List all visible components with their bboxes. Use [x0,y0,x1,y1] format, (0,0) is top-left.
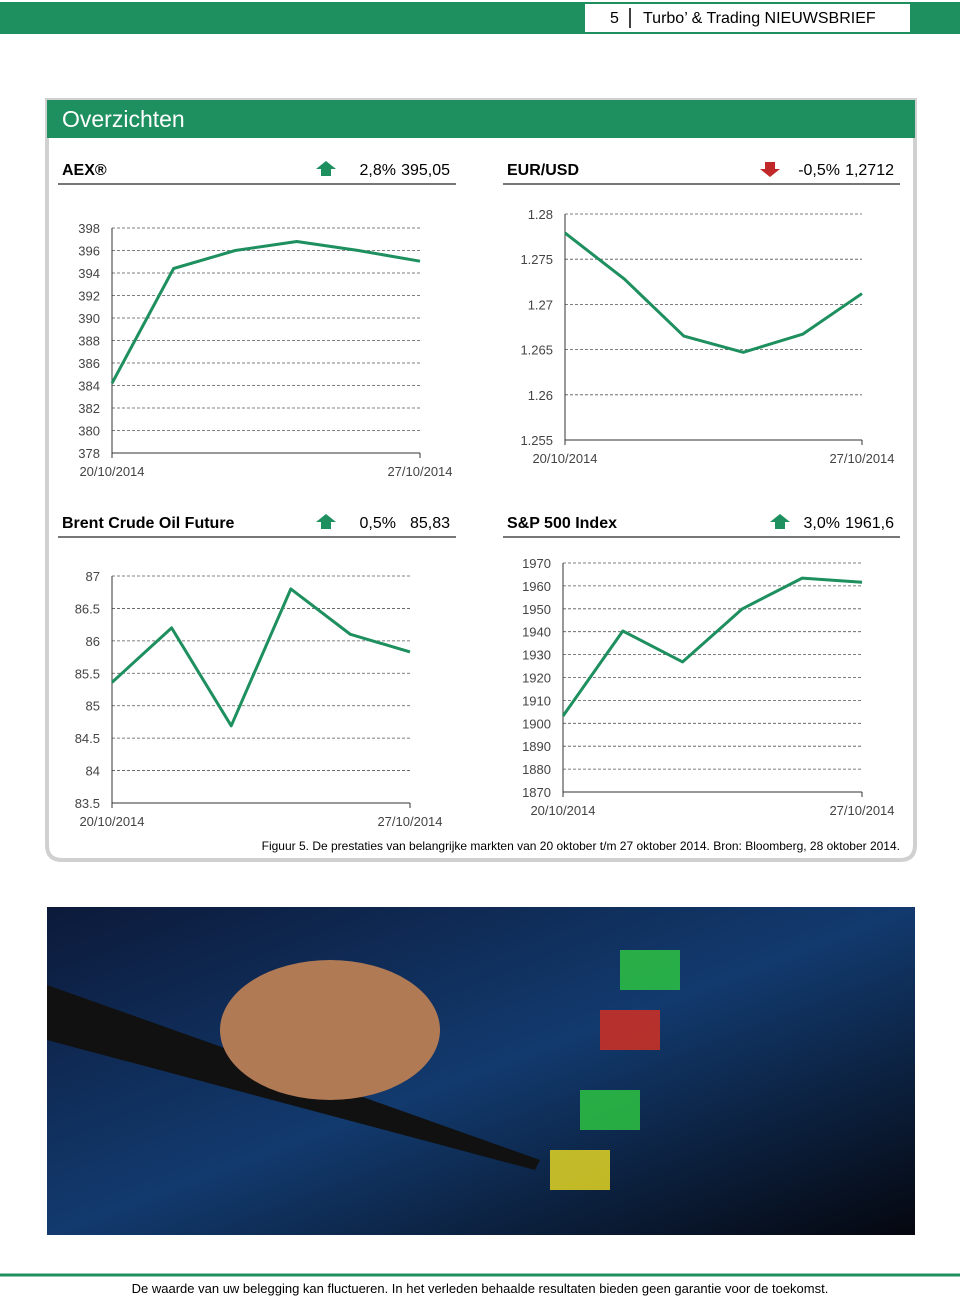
price: 1961,6 [845,515,894,532]
line [110,587,411,728]
change: 3,0% [804,515,840,532]
y-tick-label: 1880 [522,762,551,777]
y-tick-label: 1.265 [520,343,553,358]
panel [45,98,917,862]
y-tick-label: 1870 [522,785,551,800]
photo-figure [620,950,680,990]
chart-title: EUR/USD [507,162,579,179]
chart-title: S&P 500 Index [507,515,617,532]
arrow-up [316,161,336,176]
arrow-down [760,162,780,177]
y-tick-label: 84.5 [75,731,100,746]
x-tick-label: 27/10/2014 [829,803,894,818]
y-tick-label: 87 [86,569,100,584]
x-tick-label: 20/10/2014 [79,814,144,829]
x-tick-label: 27/10/2014 [829,451,894,466]
y-tick-label: 1970 [522,556,551,571]
x-tick-label: 27/10/2014 [387,464,452,479]
price: 85,83 [410,515,450,532]
page-number: 5 [610,10,619,27]
y-tick-label: 392 [78,289,100,304]
y-tick-label: 1.255 [520,433,553,448]
photo-figure [580,1090,640,1130]
line [564,231,863,354]
change: -0,5% [798,162,840,179]
header-box [585,4,910,32]
y-tick-label: 1.27 [528,297,553,312]
arrow-up [770,514,790,529]
change: 2,8% [360,162,396,179]
panel-title: Overzichten [62,106,185,132]
y-tick-label: 384 [78,379,100,394]
y-tick-label: 380 [78,424,100,439]
chart-title: AEX® [62,162,107,179]
y-tick-label: 382 [78,401,100,416]
change: 0,5% [360,515,396,532]
y-tick-label: 1940 [522,625,551,640]
caption: Figuur 5. De prestaties van belangrijke … [262,839,900,853]
chart-title: Brent Crude Oil Future [62,515,235,532]
y-tick-label: 396 [78,244,100,259]
y-tick-label: 388 [78,334,100,349]
y-tick-label: 386 [78,356,100,371]
price: 1,2712 [845,162,894,179]
y-tick-label: 86.5 [75,601,100,616]
y-tick-label: 1890 [522,739,551,754]
newsletter-title: Turbo’ & Trading NIEUWSBRIEF [643,10,876,27]
y-tick-label: 378 [78,446,100,461]
x-tick-label: 20/10/2014 [79,464,144,479]
y-tick-label: 86 [86,634,100,649]
y-tick-label: 394 [78,266,100,281]
x-tick-label: 20/10/2014 [532,451,597,466]
photo-figure [550,1150,610,1190]
y-tick-label: 1910 [522,693,551,708]
footer: De waarde van uw belegging kan fluctuere… [132,1281,829,1296]
line [561,576,863,717]
line [110,240,421,384]
y-tick-label: 1.28 [528,207,553,222]
y-tick-label: 1930 [522,648,551,663]
y-tick-label: 1950 [522,602,551,617]
y-tick-label: 1900 [522,716,551,731]
x-tick-label: 27/10/2014 [377,814,442,829]
y-tick-label: 390 [78,311,100,326]
panel-title-bar [47,100,915,138]
price: 395,05 [401,162,450,179]
photo-hand [220,960,440,1100]
y-tick-label: 1.26 [528,388,553,403]
y-tick-label: 84 [86,764,100,779]
y-tick-label: 1960 [522,579,551,594]
arrow-up [316,514,336,529]
y-tick-label: 1.275 [520,252,553,267]
x-tick-label: 20/10/2014 [530,803,595,818]
photo-figure [600,1010,660,1050]
y-tick-label: 85.5 [75,666,100,681]
y-tick-label: 1920 [522,671,551,686]
y-tick-label: 83.5 [75,796,100,811]
y-tick-label: 398 [78,221,100,236]
y-tick-label: 85 [86,699,100,714]
